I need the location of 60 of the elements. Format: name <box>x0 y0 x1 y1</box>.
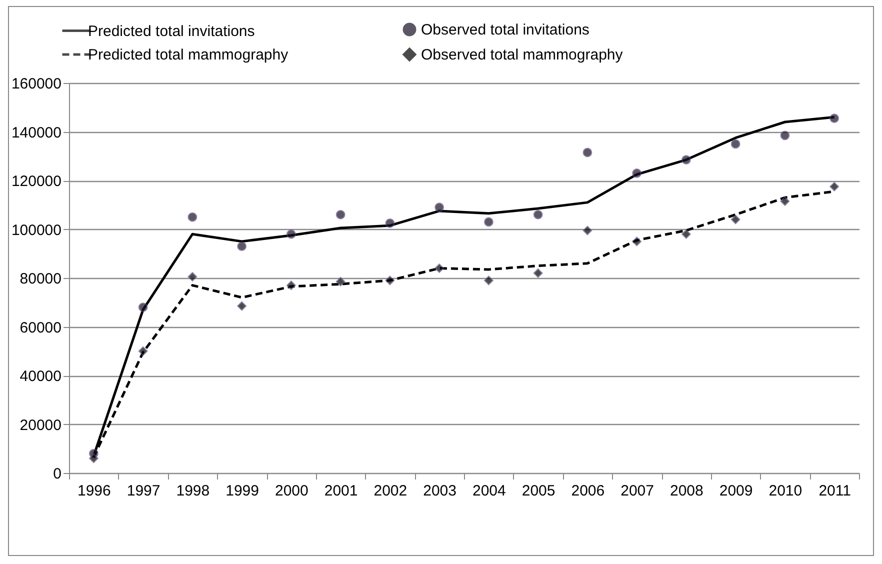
y-tick-label: 40000 <box>20 368 62 385</box>
point <box>780 196 790 206</box>
legend-label: Predicted total invitations <box>88 22 255 40</box>
x-tick-label: 1998 <box>176 482 210 500</box>
y-tick-label: 120000 <box>11 173 62 190</box>
point <box>830 182 839 192</box>
x-tick-label: 2007 <box>620 482 654 500</box>
point <box>682 229 691 239</box>
point <box>286 229 296 239</box>
x-tick-label: 1997 <box>126 482 160 500</box>
point <box>286 280 296 290</box>
point <box>385 218 395 228</box>
point <box>434 264 444 273</box>
legend-label: Observed total invitations <box>421 22 590 39</box>
x-tick-label: 2009 <box>719 482 753 500</box>
y-tick-label: 60000 <box>20 319 62 336</box>
point <box>484 217 494 227</box>
y-tick-label: 140000 <box>11 124 62 142</box>
x-tick-label: 2011 <box>818 482 851 500</box>
point <box>89 454 98 464</box>
point <box>188 212 198 222</box>
x-tick-label: 2005 <box>522 482 556 500</box>
point <box>188 272 198 282</box>
point <box>385 276 395 286</box>
point <box>730 214 740 224</box>
y-tick-label: 100000 <box>11 222 62 239</box>
point <box>632 236 642 246</box>
x-tick-label: 2003 <box>423 482 456 500</box>
point <box>237 242 246 251</box>
x-tick-label: 2004 <box>472 482 506 500</box>
x-tick-label: 2002 <box>374 482 408 500</box>
y-tick-label: 20000 <box>20 416 62 434</box>
x-tick-label: 2008 <box>670 482 704 500</box>
x-tick-label: 2010 <box>768 482 802 500</box>
x-tick-label: 2006 <box>571 482 605 500</box>
y-tick-label: 0 <box>53 466 62 482</box>
point <box>336 210 346 220</box>
x-tick-label: 1996 <box>78 482 111 500</box>
point <box>780 130 790 140</box>
y-tick-label: 160000 <box>11 76 62 92</box>
point <box>484 276 494 286</box>
point <box>434 202 444 212</box>
point <box>138 346 148 356</box>
point <box>830 114 839 124</box>
legend-label: Predicted total mammography <box>88 46 289 64</box>
point <box>632 168 642 178</box>
point <box>336 276 346 286</box>
point <box>730 139 740 149</box>
point <box>582 226 592 236</box>
point <box>682 155 691 164</box>
legend-label: Observed total mammography <box>421 46 624 64</box>
x-tick-label: 1999 <box>226 482 259 500</box>
x-tick-label: 2000 <box>275 482 308 500</box>
point <box>582 148 592 158</box>
y-tick-label: 80000 <box>20 270 62 288</box>
point <box>237 301 246 311</box>
point <box>138 302 148 312</box>
point <box>533 268 543 278</box>
x-tick-label: 2001 <box>324 482 358 500</box>
point <box>533 210 543 220</box>
